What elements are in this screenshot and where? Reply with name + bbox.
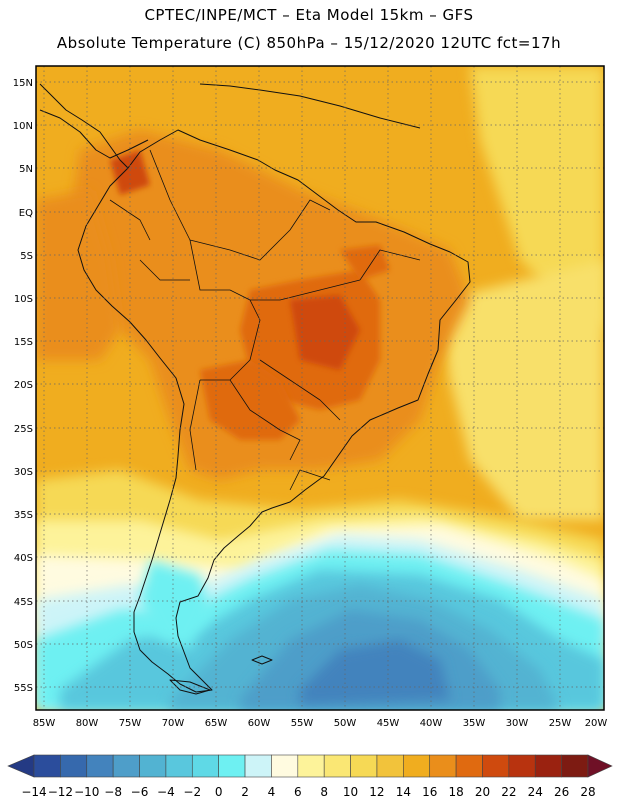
lon-label: 35W — [463, 718, 486, 729]
colorbar: −14 −12 −10 −8 −6 −4 −2 0 2 4 6 8 10 12 14 16 18 20 22 24 26… — [7, 754, 613, 799]
lat-label: 25S — [14, 424, 33, 435]
south-america-coastline — [77, 129, 471, 693]
coastline-layer — [39, 83, 471, 695]
colorbar-tick-label: −10 — [74, 785, 99, 799]
colorbar-swatch — [244, 754, 272, 778]
lon-label: 80W — [76, 718, 99, 729]
colorbar-tick-label: 4 — [268, 785, 276, 799]
lon-label: 65W — [205, 718, 228, 729]
colorbar-swatch — [218, 754, 246, 778]
lon-label: 30W — [506, 718, 529, 729]
colorbar-swatch — [86, 754, 114, 778]
colorbar-swatch — [323, 754, 351, 778]
colorbar-swatch — [165, 754, 193, 778]
lon-label: 70W — [162, 718, 185, 729]
colorbar-tick-label: 28 — [580, 785, 595, 799]
colorbar-swatch — [561, 754, 589, 778]
field-pacific-orange — [36, 190, 120, 360]
lat-label: 35S — [14, 510, 33, 521]
lon-label: 75W — [119, 718, 142, 729]
lat-label: 10N — [13, 121, 33, 132]
lon-label: 55W — [291, 718, 314, 729]
lat-label: 55S — [14, 683, 33, 694]
lon-label: 25W — [549, 718, 572, 729]
colorbar-tick-label: 26 — [554, 785, 569, 799]
colorbar-swatch — [139, 754, 167, 778]
lon-label: 50W — [334, 718, 357, 729]
colorbar-swatch — [191, 754, 219, 778]
country-borders — [109, 149, 421, 491]
caribbean-coastline — [39, 109, 149, 159]
field-south-atlantic-yellow — [440, 260, 604, 520]
colorbar-swatch — [350, 754, 378, 778]
field-andes-cold — [140, 560, 210, 650]
colorbar-tick-label: 24 — [528, 785, 543, 799]
lat-label: 10S — [14, 294, 33, 305]
tierra-del-fuego — [169, 679, 211, 695]
colorbar-tick-label: 0 — [215, 785, 223, 799]
map-frame — [35, 65, 605, 711]
lat-label: 30S — [14, 467, 33, 478]
colorbar-tick-label: 8 — [320, 785, 328, 799]
colorbar-tick-label: −14 — [21, 785, 46, 799]
graticule — [36, 66, 604, 710]
lon-label: 85W — [33, 718, 56, 729]
colorbar-tick-label: 20 — [475, 785, 490, 799]
colorbar-swatch — [271, 754, 299, 778]
colorbar-tick-label: −2 — [183, 785, 201, 799]
temperature-field — [36, 66, 604, 710]
colorbar-tick-label: 18 — [448, 785, 463, 799]
longitude-labels: 85W 80W 75W 70W 65W 60W 55W 50W 45W 40W … — [33, 718, 608, 729]
colorbar-tick-label: 12 — [369, 785, 384, 799]
lon-label: 45W — [377, 718, 400, 729]
colorbar-swatch — [403, 754, 431, 778]
lat-label: EQ — [19, 208, 33, 219]
colorbar-tick-label: 16 — [422, 785, 437, 799]
colorbar-high-arrow — [587, 754, 613, 778]
lat-label: 20S — [14, 380, 33, 391]
colorbar-swatch — [112, 754, 140, 778]
colorbar-swatch — [508, 754, 536, 778]
lon-label: 40W — [420, 718, 443, 729]
colorbar-swatch — [482, 754, 510, 778]
lat-label: 15N — [13, 78, 33, 89]
lat-label: 5S — [20, 251, 33, 262]
lon-label: 60W — [248, 718, 271, 729]
title-line-2: Absolute Temperature (C) 850hPa – 15/12/… — [56, 34, 562, 52]
lat-label: 50S — [14, 640, 33, 651]
colorbar-tick-label: 6 — [294, 785, 302, 799]
field-cold-core — [300, 640, 450, 705]
colorbar-tick-label: 10 — [343, 785, 358, 799]
colorbar-swatch — [429, 754, 457, 778]
colorbar-swatch — [455, 754, 483, 778]
lat-label: 15S — [14, 337, 33, 348]
title-line-1: CPTEC/INPE/MCT – Eta Model 15km – GFS — [144, 6, 474, 24]
lat-label: 5N — [19, 164, 33, 175]
colorbar-tick-label: −12 — [48, 785, 73, 799]
colorbar-swatch — [60, 754, 88, 778]
lon-label: 20W — [585, 718, 608, 729]
colorbar-tick-label: −4 — [157, 785, 175, 799]
lat-label: 45S — [14, 597, 33, 608]
latitude-labels: 15N 10N 5N EQ 5S 10S 15S 20S 25S 30S 35S… — [13, 78, 33, 694]
colorbar-tick-label: 14 — [396, 785, 411, 799]
colorbar-swatch — [534, 754, 562, 778]
colorbar-swatch — [376, 754, 404, 778]
colorbar-tick-label: 2 — [241, 785, 249, 799]
colorbar-swatch — [297, 754, 325, 778]
colorbar-tick-label: −8 — [104, 785, 122, 799]
colorbar-swatch — [33, 754, 61, 778]
field-hottest-core — [290, 295, 360, 370]
colorbar-tick-label: 22 — [501, 785, 516, 799]
lat-label: 40S — [14, 553, 33, 564]
caribbean-islands — [199, 83, 421, 129]
central-america-coastline — [39, 83, 129, 169]
falkland-islands — [251, 655, 273, 665]
colorbar-low-arrow — [7, 754, 35, 778]
field-hot-colombia — [110, 150, 150, 195]
colorbar-tick-label: −6 — [131, 785, 149, 799]
field-ne-atlantic — [470, 66, 604, 330]
